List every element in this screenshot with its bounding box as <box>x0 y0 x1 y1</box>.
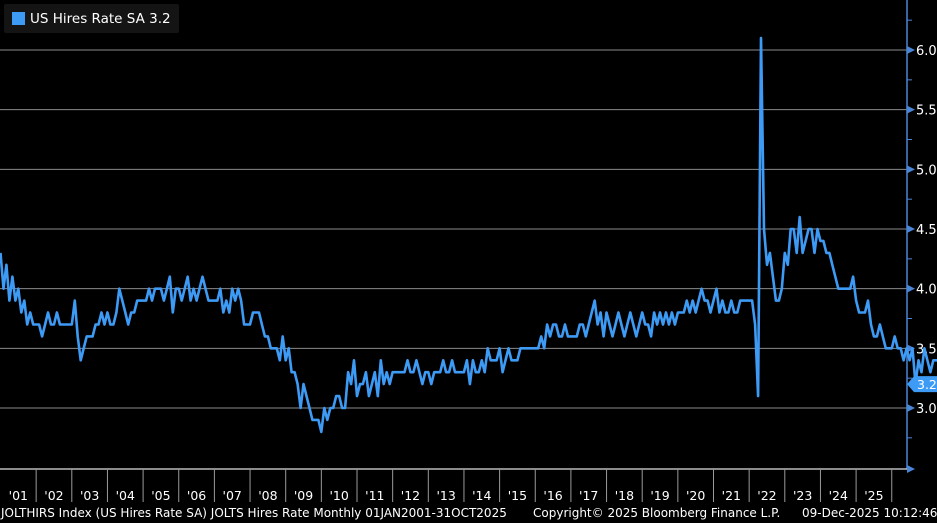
x-tick-label: '11 <box>365 488 384 503</box>
legend: US Hires Rate SA 3.2 <box>4 4 179 33</box>
timestamp-text: 09-Dec-2025 10:12:46 <box>802 506 937 520</box>
y-tick-label: 5.0 <box>916 163 937 178</box>
y-tick-label: 5.5 <box>916 104 937 119</box>
x-tick-label: '01 <box>9 488 28 503</box>
x-tick-label: '06 <box>187 488 206 503</box>
x-tick-label: '24 <box>829 488 848 503</box>
x-tick-label: '14 <box>472 488 491 503</box>
x-tick-label: '04 <box>116 488 135 503</box>
x-tick-label: '05 <box>151 488 170 503</box>
x-tick-label: '22 <box>757 488 776 503</box>
legend-swatch-icon <box>12 12 25 25</box>
y-tick-label: 4.0 <box>916 283 937 298</box>
x-tick-label: '02 <box>44 488 63 503</box>
x-tick-label: '15 <box>508 488 527 503</box>
hires-rate-line <box>0 36 937 434</box>
x-tick-label: '10 <box>330 488 349 503</box>
y-tick-label: 4.5 <box>916 223 937 238</box>
x-tick-label: '19 <box>650 488 669 503</box>
y-axis: 3.0 3.5 4.0 4.5 5.0 5.5 6.0 <box>906 0 937 473</box>
last-value-badge: 3.2 <box>907 376 937 393</box>
x-tick-label: '21 <box>722 488 741 503</box>
x-tick-label: '13 <box>436 488 455 503</box>
x-tick-label: '16 <box>543 488 562 503</box>
footer: JOLTHIRS Index (US Hires Rate SA) JOLTS … <box>0 505 937 523</box>
x-tick-label: '17 <box>579 488 598 503</box>
x-tick-label: '09 <box>294 488 313 503</box>
x-tick-label: '23 <box>793 488 812 503</box>
copyright-text: Copyright© 2025 Bloomberg Finance L.P. <box>533 506 781 520</box>
x-tick-label: '08 <box>258 488 277 503</box>
x-tick-label: '03 <box>80 488 99 503</box>
x-tick-label: '07 <box>223 488 242 503</box>
x-tick-label: '12 <box>401 488 420 503</box>
x-tick-label: '25 <box>864 488 883 503</box>
gridlines <box>0 49 907 409</box>
x-axis: '01 '02 '03 '04 '05 '06 '07 '08 '09 '10 '11 '12 '13 '… <box>0 468 907 503</box>
y-tick-label: 3.0 <box>916 402 937 417</box>
source-text: JOLTHIRS Index (US Hires Rate SA) JOLTS … <box>1 506 507 520</box>
legend-label: US Hires Rate SA 3.2 <box>30 10 171 27</box>
y-tick-label: 3.5 <box>916 342 937 357</box>
last-value-text: 3.2 <box>917 377 937 392</box>
y-tick-label: 6.0 <box>916 44 937 59</box>
x-tick-label: '20 <box>686 488 705 503</box>
x-tick-label: '18 <box>615 488 634 503</box>
